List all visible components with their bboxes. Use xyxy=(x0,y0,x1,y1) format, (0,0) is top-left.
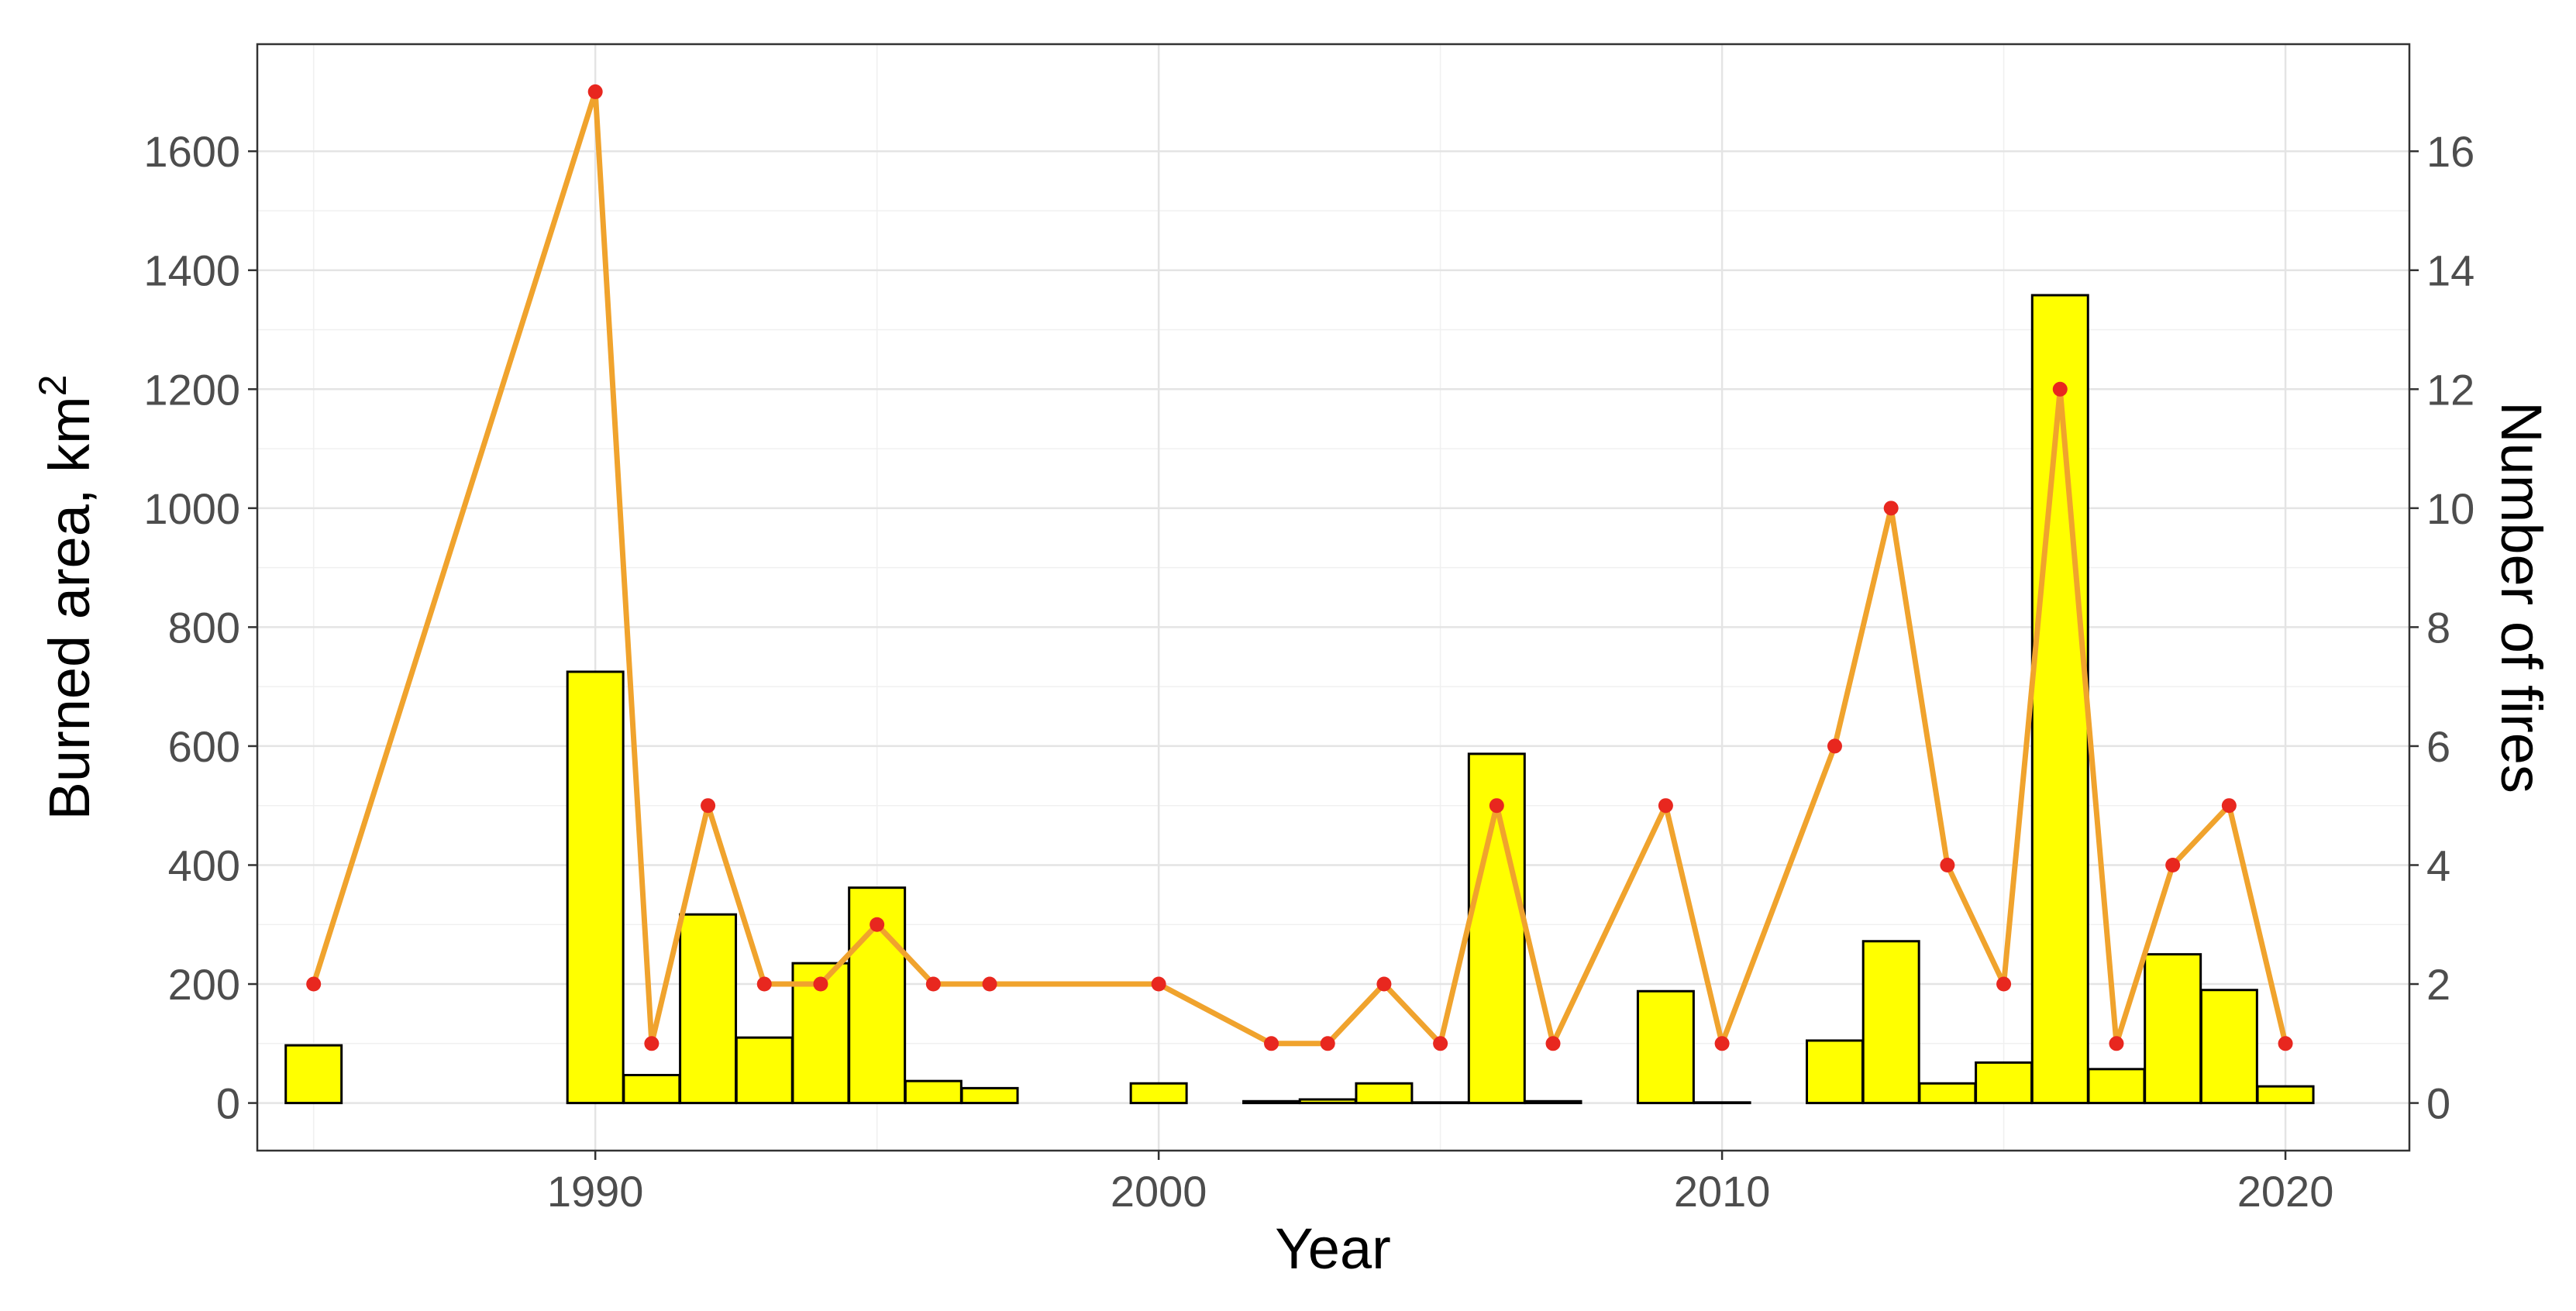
data-point xyxy=(306,976,322,992)
y2-tick-label: 4 xyxy=(2426,841,2450,889)
y-tick-label: 400 xyxy=(168,841,240,889)
data-point xyxy=(1883,501,1899,516)
bar xyxy=(2144,953,2202,1105)
y-tick-label: 600 xyxy=(168,722,240,771)
data-point xyxy=(2052,381,2068,397)
data-point xyxy=(644,1036,659,1051)
y2-tick-label: 6 xyxy=(2426,722,2450,771)
y2-tick-label: 14 xyxy=(2426,246,2474,295)
y-tick-label: 200 xyxy=(168,960,240,1009)
bar xyxy=(1129,1082,1188,1105)
bar xyxy=(566,670,625,1105)
bar xyxy=(960,1086,1019,1105)
data-point xyxy=(1151,976,1166,992)
bar xyxy=(1524,1099,1582,1105)
data-point xyxy=(1827,738,1842,754)
data-point xyxy=(587,84,603,99)
x-tick-label: 2010 xyxy=(1674,1167,1771,1216)
bar xyxy=(904,1079,963,1105)
data-point xyxy=(813,976,828,992)
data-point xyxy=(1940,857,1955,872)
data-point xyxy=(1376,976,1392,992)
plot-frame xyxy=(256,43,2411,1152)
data-point xyxy=(1545,1036,1561,1051)
bar xyxy=(2199,989,2258,1105)
data-point xyxy=(1433,1036,1448,1051)
data-point xyxy=(2109,1036,2124,1051)
data-point xyxy=(701,798,716,814)
bar xyxy=(2256,1085,2315,1105)
x-tick-label: 1990 xyxy=(547,1167,644,1216)
bar xyxy=(679,913,738,1105)
x-tick-label: 2000 xyxy=(1111,1167,1207,1216)
bar xyxy=(1806,1039,1864,1105)
data-point xyxy=(870,917,885,932)
data-point xyxy=(1320,1036,1335,1051)
data-point xyxy=(2165,857,2181,872)
y-tick-label: 1200 xyxy=(143,365,240,414)
y2-tick-label: 16 xyxy=(2426,127,2474,176)
points xyxy=(306,84,2293,1051)
y-tick-label: 1400 xyxy=(143,246,240,295)
y2-tick-label: 12 xyxy=(2426,365,2474,414)
data-point xyxy=(756,976,772,992)
x-axis-title: Year xyxy=(1275,1216,1391,1281)
bar xyxy=(1918,1082,1977,1105)
y2-axis-title: Number of fires xyxy=(2489,401,2554,793)
bar xyxy=(2087,1068,2146,1105)
bar xyxy=(1355,1082,1414,1105)
y-tick-label: 800 xyxy=(168,603,240,652)
x-tick-labels: 1990 2000 2010 2020 xyxy=(547,1167,2333,1216)
bar xyxy=(622,1073,681,1105)
y-axis-title-superscript: 2 xyxy=(31,375,74,397)
y-tick-labels: 0 200 400 600 800 1000 1200 1400 1600 xyxy=(143,127,240,1127)
y-tick-label: 0 xyxy=(216,1079,240,1128)
bar xyxy=(1298,1098,1357,1105)
y-axis-title-text: Burned area, km xyxy=(37,396,102,820)
axis-ticks xyxy=(248,150,2419,1160)
y2-tick-label: 0 xyxy=(2426,1079,2450,1128)
y2-tick-label: 8 xyxy=(2426,603,2450,652)
data-point xyxy=(1714,1036,1730,1051)
y-axis-title: Burned area, km2 xyxy=(31,375,102,821)
y-tick-label: 1600 xyxy=(143,127,240,176)
x-tick-label: 2020 xyxy=(2237,1167,2334,1216)
bar xyxy=(284,1044,343,1105)
data-point xyxy=(1489,798,1504,814)
data-point xyxy=(925,976,941,992)
bar xyxy=(1636,989,1695,1105)
data-point xyxy=(2221,798,2237,814)
y2-tick-label: 2 xyxy=(2426,960,2450,1009)
data-point xyxy=(1658,798,1673,814)
bar xyxy=(1861,940,1920,1105)
data-point xyxy=(1264,1036,1279,1051)
bars xyxy=(284,294,2315,1105)
y2-tick-label: 10 xyxy=(2426,484,2474,533)
data-point xyxy=(982,976,997,992)
bar xyxy=(735,1036,794,1105)
y-tick-label: 1000 xyxy=(143,484,240,533)
y2-tick-labels: 0 2 4 6 8 10 12 14 16 xyxy=(2426,127,2474,1127)
data-point xyxy=(2278,1036,2293,1051)
bar xyxy=(1975,1061,2034,1105)
data-point xyxy=(1996,976,2012,992)
bar xyxy=(1242,1099,1301,1105)
